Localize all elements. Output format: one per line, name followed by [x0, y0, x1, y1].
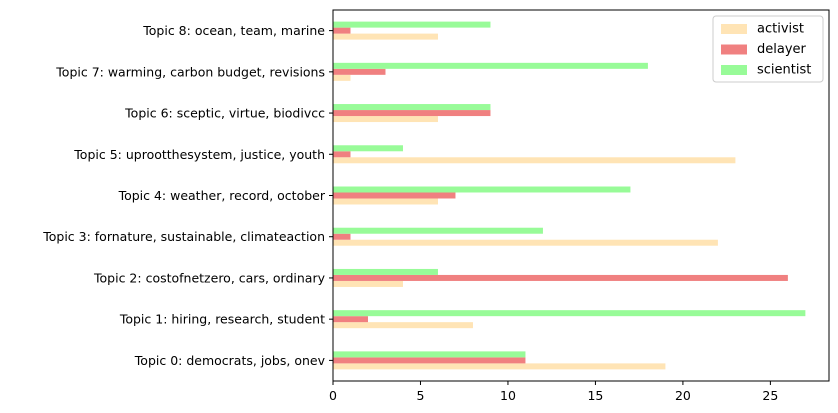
bar-activist-topic-3 [333, 239, 718, 246]
bar-activist-topic-7 [333, 74, 351, 81]
y-tick-label-topic-6: Topic 6: sceptic, virtue, biodivcc [124, 106, 325, 121]
y-tick-label-topic-3: Topic 3: fornature, sustainable, climate… [42, 229, 325, 244]
bar-delayer-topic-8 [333, 27, 351, 34]
bar-activist-topic-5 [333, 157, 736, 164]
bar-scientist-topic-2 [333, 268, 438, 275]
x-axis: 0 5 10 15 20 25 [329, 381, 778, 403]
legend-swatch-activist [721, 24, 747, 34]
y-tick-label-topic-8: Topic 8: ocean, team, marine [142, 23, 325, 38]
y-tick-label-topic-5: Topic 5: uprootthesystem, justice, youth [73, 147, 325, 162]
bar-delayer-topic-5 [333, 151, 351, 158]
bar-delayer-topic-3 [333, 233, 351, 240]
bar-activist-topic-8 [333, 33, 438, 40]
bar-activist-topic-2 [333, 280, 403, 287]
bar-activist-topic-1 [333, 322, 473, 329]
bar-scientist-topic-5 [333, 145, 403, 152]
y-tick-label-topic-7: Topic 7: warming, carbon budget, revisio… [55, 64, 325, 79]
x-tick-label-0: 0 [329, 388, 337, 403]
x-tick-label-25: 25 [762, 388, 778, 403]
bar-scientist-topic-1 [333, 310, 806, 317]
legend-label-delayer: delayer [757, 42, 807, 57]
legend-swatch-delayer [721, 44, 747, 55]
bar-delayer-topic-1 [333, 316, 368, 323]
x-tick-label-15: 15 [587, 388, 603, 403]
legend-label-activist: activist [757, 22, 804, 37]
y-tick-label-topic-0: Topic 0: democrats, jobs, onev [134, 353, 326, 368]
bar-delayer-topic-2 [333, 274, 788, 281]
bar-scientist-topic-4 [333, 186, 631, 193]
bar-scientist-topic-0 [333, 351, 526, 358]
y-axis: Topic 0: democrats, jobs, onev Topic 1: h… [42, 23, 333, 368]
legend: activist delayer scientist [712, 15, 824, 83]
x-tick-label-10: 10 [500, 388, 516, 403]
bar-delayer-topic-4 [333, 192, 456, 199]
bar-scientist-topic-6 [333, 104, 491, 111]
y-tick-label-topic-4: Topic 4: weather, record, october [118, 188, 326, 203]
bar-scientist-topic-8 [333, 21, 491, 28]
bar-delayer-topic-6 [333, 110, 491, 117]
bar-scientist-topic-3 [333, 227, 543, 234]
bar-activist-topic-6 [333, 116, 438, 123]
bar-scientist-topic-7 [333, 62, 648, 69]
y-tick-label-topic-1: Topic 1: hiring, research, student [119, 312, 325, 327]
x-tick-label-5: 5 [417, 388, 425, 403]
bar-activist-topic-4 [333, 198, 438, 205]
legend-label-scientist: scientist [757, 63, 811, 78]
bars-layer [333, 21, 806, 370]
bar-activist-topic-0 [333, 363, 666, 370]
x-tick-label-20: 20 [675, 388, 691, 403]
y-tick-label-topic-2: Topic 2: costofnetzero, cars, ordinary [93, 270, 326, 285]
bar-delayer-topic-7 [333, 68, 386, 75]
legend-swatch-scientist [721, 65, 747, 75]
bar-delayer-topic-0 [333, 357, 526, 364]
